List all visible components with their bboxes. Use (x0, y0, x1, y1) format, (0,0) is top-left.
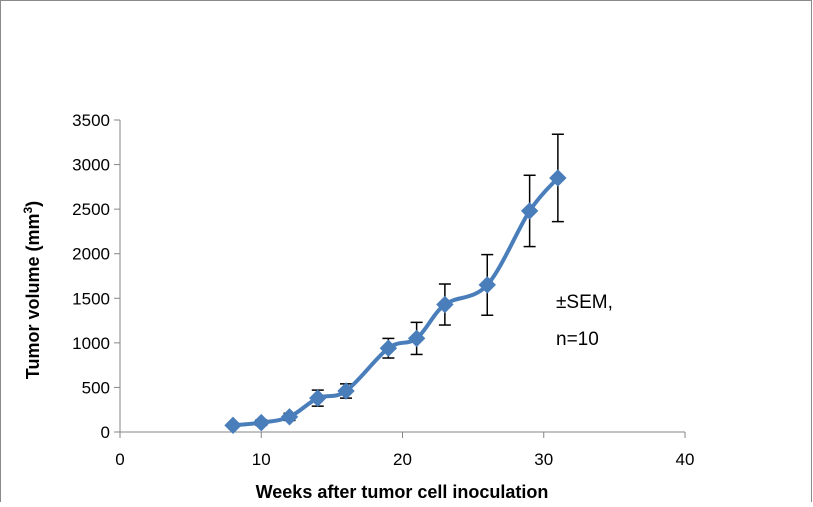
data-point-diamond (478, 276, 496, 294)
y-tick-label: 1500 (72, 289, 110, 308)
annotation-sem: ±SEM, (556, 292, 613, 313)
y-tick-label: 3000 (72, 156, 110, 175)
y-tick-label: 2500 (72, 200, 110, 219)
x-tick-label: 40 (676, 450, 695, 469)
data-point-diamond (407, 329, 426, 348)
data-point-diamond (309, 389, 327, 407)
data-point-diamond (224, 416, 242, 435)
x-axis-title: Weeks after tumor cell inoculation (256, 482, 549, 502)
data-point-diamond (337, 382, 355, 400)
data-point-diamond (520, 202, 539, 220)
y-tick-label: 500 (82, 378, 110, 397)
data-point-diamond (436, 295, 454, 314)
y-axis-title: Tumor volume (mm3) (21, 201, 43, 379)
x-tick-label: 0 (115, 450, 124, 469)
tick-labels: 0 500 1000 1500 2000 2500 3000 3500 0 10 20 30 40 (72, 111, 694, 469)
data-markers (224, 169, 567, 435)
x-tick-label: 10 (252, 450, 271, 469)
axes (114, 119, 686, 438)
x-tick-label: 20 (393, 450, 412, 469)
y-tick-label: 1000 (72, 334, 110, 353)
y-tick-label: 0 (101, 423, 110, 442)
data-point-diamond (280, 408, 299, 426)
data-point-diamond (252, 413, 270, 432)
y-tick-label: 3500 (72, 111, 110, 130)
annotation-n: n=10 (556, 329, 599, 350)
x-tick-label: 30 (534, 450, 553, 469)
data-point-diamond (549, 169, 567, 187)
data-point-diamond (379, 339, 398, 357)
y-tick-label: 2000 (72, 245, 110, 264)
